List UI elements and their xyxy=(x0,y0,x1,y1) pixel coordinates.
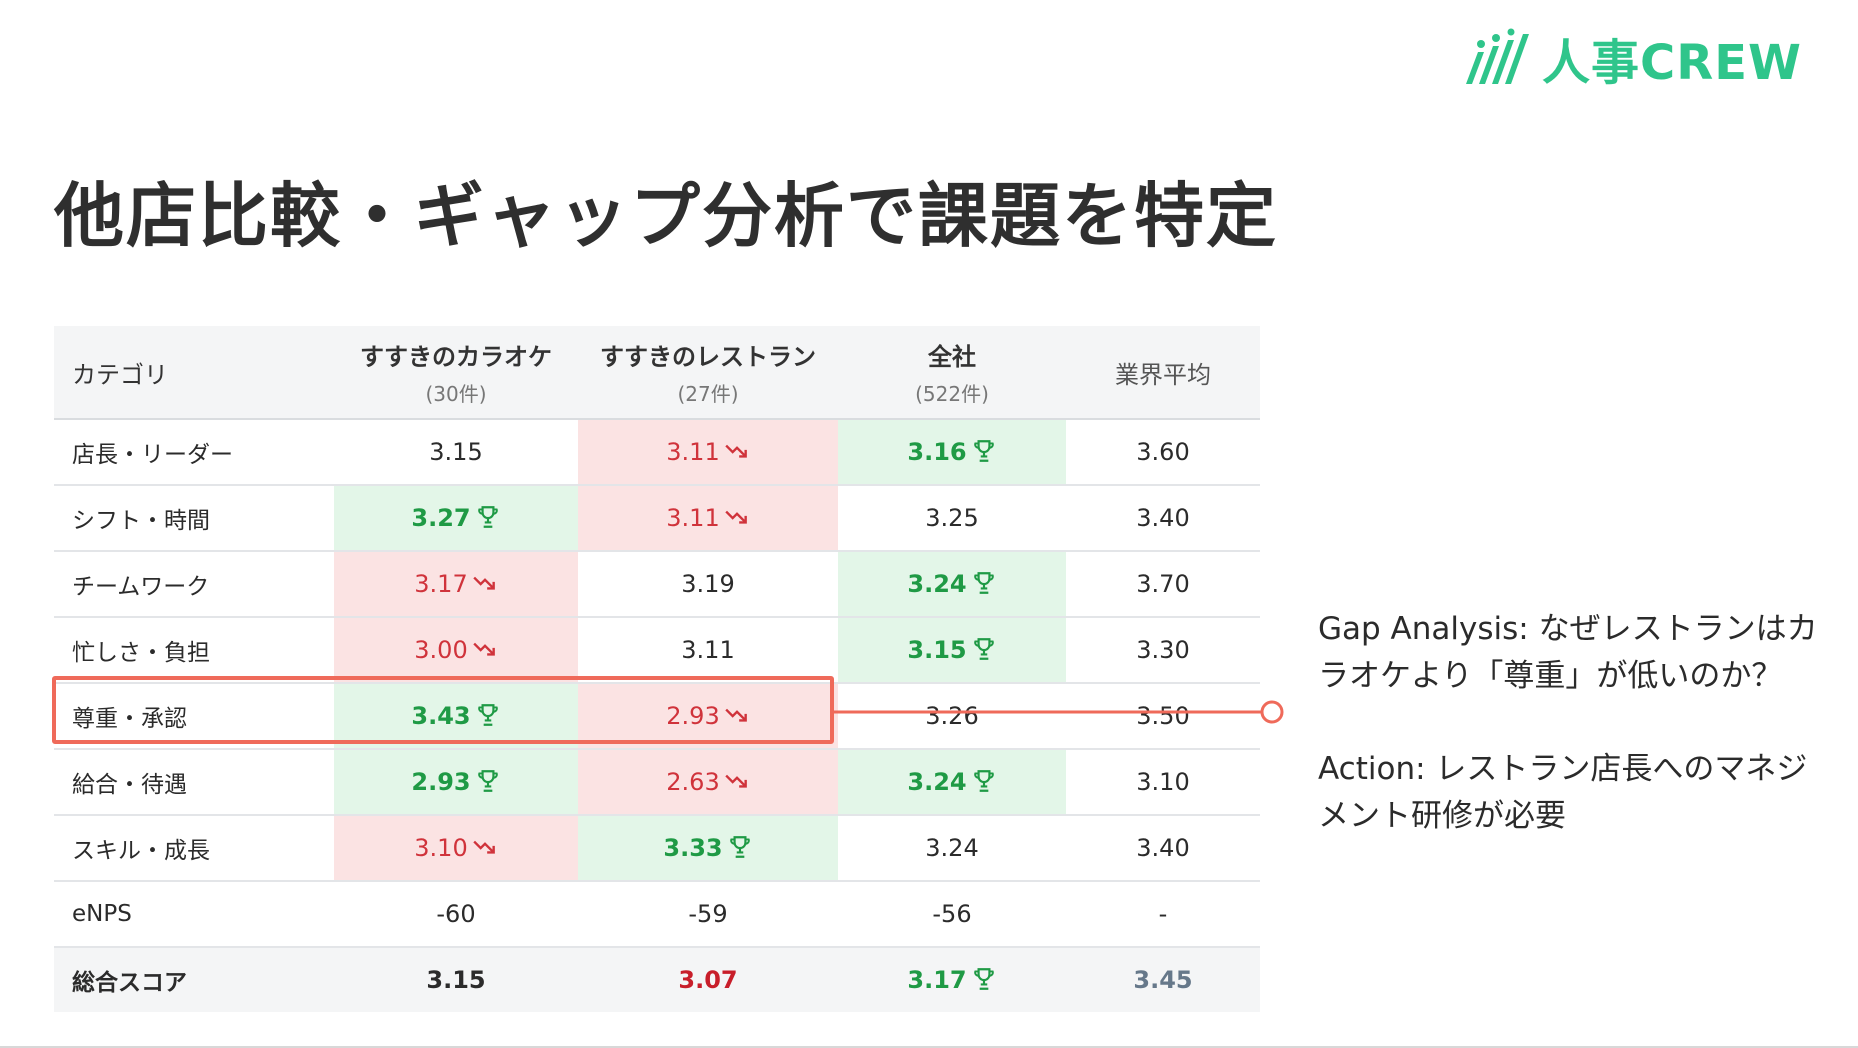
cell-karaoke: 3.00 xyxy=(334,617,578,684)
connector-line xyxy=(834,700,1284,724)
total-restaurant: 3.07 xyxy=(578,947,838,1012)
cell-company: 3.24 xyxy=(838,551,1066,618)
trophy-icon xyxy=(971,966,997,992)
cell-industry: 3.40 xyxy=(1066,485,1260,552)
table-row: 店長・リーダー 3.15 3.11 3.16 3.60 xyxy=(54,419,1260,486)
trophy-icon xyxy=(727,834,753,860)
cell-company: -56 xyxy=(838,881,1066,948)
row-category: 尊重・承認 xyxy=(54,683,334,750)
cell-industry: 3.10 xyxy=(1066,749,1260,816)
comparison-table: カテゴリ すすきのカラオケ (30件) すすきのレストラン (27件) 全社 (522… xyxy=(54,326,1260,1012)
cell-industry: 3.60 xyxy=(1066,419,1260,486)
cell-company: 3.25 xyxy=(838,485,1066,552)
cell-karaoke: -60 xyxy=(334,881,578,948)
table-header-row: カテゴリ すすきのカラオケ (30件) すすきのレストラン (27件) 全社 (522… xyxy=(54,326,1260,420)
header-karaoke: すすきのカラオケ (30件) xyxy=(334,326,578,420)
cell-karaoke: 3.17 xyxy=(334,551,578,618)
cell-company: 3.24 xyxy=(838,815,1066,882)
trophy-icon xyxy=(971,636,997,662)
cell-company: 3.26 xyxy=(838,683,1066,750)
row-category: eNPS xyxy=(54,881,334,948)
cell-karaoke: 3.10 xyxy=(334,815,578,882)
cell-restaurant: -59 xyxy=(578,881,838,948)
bottom-divider xyxy=(0,1046,1858,1048)
trophy-icon xyxy=(971,438,997,464)
cell-restaurant: 2.93 xyxy=(578,683,838,750)
row-category: シフト・時間 xyxy=(54,485,334,552)
page-title: 他店比較・ギャップ分析で課題を特定 xyxy=(54,175,1278,257)
total-industry: 3.45 xyxy=(1066,947,1260,1012)
analysis-notes: Gap Analysis: なぜレストランはカラオケより「尊重」が低いのか？ A… xyxy=(1318,606,1838,840)
row-category: スキル・成長 xyxy=(54,815,334,882)
cell-restaurant: 3.11 xyxy=(578,419,838,486)
cell-karaoke: 3.43 xyxy=(334,683,578,750)
cell-industry: 3.70 xyxy=(1066,551,1260,618)
cell-company: 3.16 xyxy=(838,419,1066,486)
cell-company: 3.24 xyxy=(838,749,1066,816)
brand-mark-icon xyxy=(1466,28,1529,84)
cell-restaurant: 3.11 xyxy=(578,617,838,684)
trend-down-icon xyxy=(724,438,750,464)
row-category: 店長・リーダー xyxy=(54,419,334,486)
brand-logo: 人事CREW xyxy=(1462,18,1802,98)
table-row: 忙しさ・負担 3.00 3.11 3.15 3.30 xyxy=(54,617,1260,684)
trend-down-icon xyxy=(472,570,498,596)
cell-restaurant: 2.63 xyxy=(578,749,838,816)
trophy-icon xyxy=(475,702,501,728)
action-note: Action: レストラン店長へのマネジメント研修が必要 xyxy=(1318,751,1808,834)
total-label: 総合スコア xyxy=(54,947,334,1012)
cell-restaurant: 3.11 xyxy=(578,485,838,552)
cell-industry: 3.40 xyxy=(1066,815,1260,882)
header-category: カテゴリ xyxy=(54,326,334,420)
cell-karaoke: 2.93 xyxy=(334,749,578,816)
trend-down-icon xyxy=(472,636,498,662)
cell-karaoke: 3.15 xyxy=(334,419,578,486)
row-category: 忙しさ・負担 xyxy=(54,617,334,684)
header-company: 全社 (522件) xyxy=(838,326,1066,420)
cell-industry: - xyxy=(1066,881,1260,948)
table-row-highlighted: 尊重・承認 3.43 2.93 3.26 3.50 xyxy=(54,683,1260,750)
total-karaoke: 3.15 xyxy=(334,947,578,1012)
trend-down-icon xyxy=(724,504,750,530)
cell-karaoke: 3.27 xyxy=(334,485,578,552)
trophy-icon xyxy=(475,768,501,794)
table-row: スキル・成長 3.10 3.33 3.24 3.40 xyxy=(54,815,1260,882)
cell-industry: 3.50 xyxy=(1066,683,1260,750)
table-row: チームワーク 3.17 3.19 3.24 3.70 xyxy=(54,551,1260,618)
cell-company: 3.15 xyxy=(838,617,1066,684)
trophy-icon xyxy=(971,768,997,794)
trophy-icon xyxy=(475,504,501,530)
row-category: チームワーク xyxy=(54,551,334,618)
trend-down-icon xyxy=(724,702,750,728)
cell-industry: 3.30 xyxy=(1066,617,1260,684)
cell-restaurant: 3.33 xyxy=(578,815,838,882)
table-row: シフト・時間 3.27 3.11 3.25 3.40 xyxy=(54,485,1260,552)
total-company: 3.17 xyxy=(838,947,1066,1012)
table-total-row: 総合スコア 3.15 3.07 3.17 3.45 xyxy=(54,947,1260,1012)
gap-analysis-note: Gap Analysis: なぜレストランはカラオケより「尊重」が低いのか？ xyxy=(1318,611,1818,694)
header-restaurant: すすきのレストラン (27件) xyxy=(578,326,838,420)
table-row: 給合・待遇 2.93 2.63 3.24 3.10 xyxy=(54,749,1260,816)
brand-name: 人事CREW xyxy=(1542,35,1802,91)
table-row: eNPS -60 -59 -56 - xyxy=(54,881,1260,948)
cell-restaurant: 3.19 xyxy=(578,551,838,618)
trophy-icon xyxy=(971,570,997,596)
trend-down-icon xyxy=(724,768,750,794)
header-industry: 業界平均 xyxy=(1066,326,1260,420)
row-category: 給合・待遇 xyxy=(54,749,334,816)
trend-down-icon xyxy=(472,834,498,860)
